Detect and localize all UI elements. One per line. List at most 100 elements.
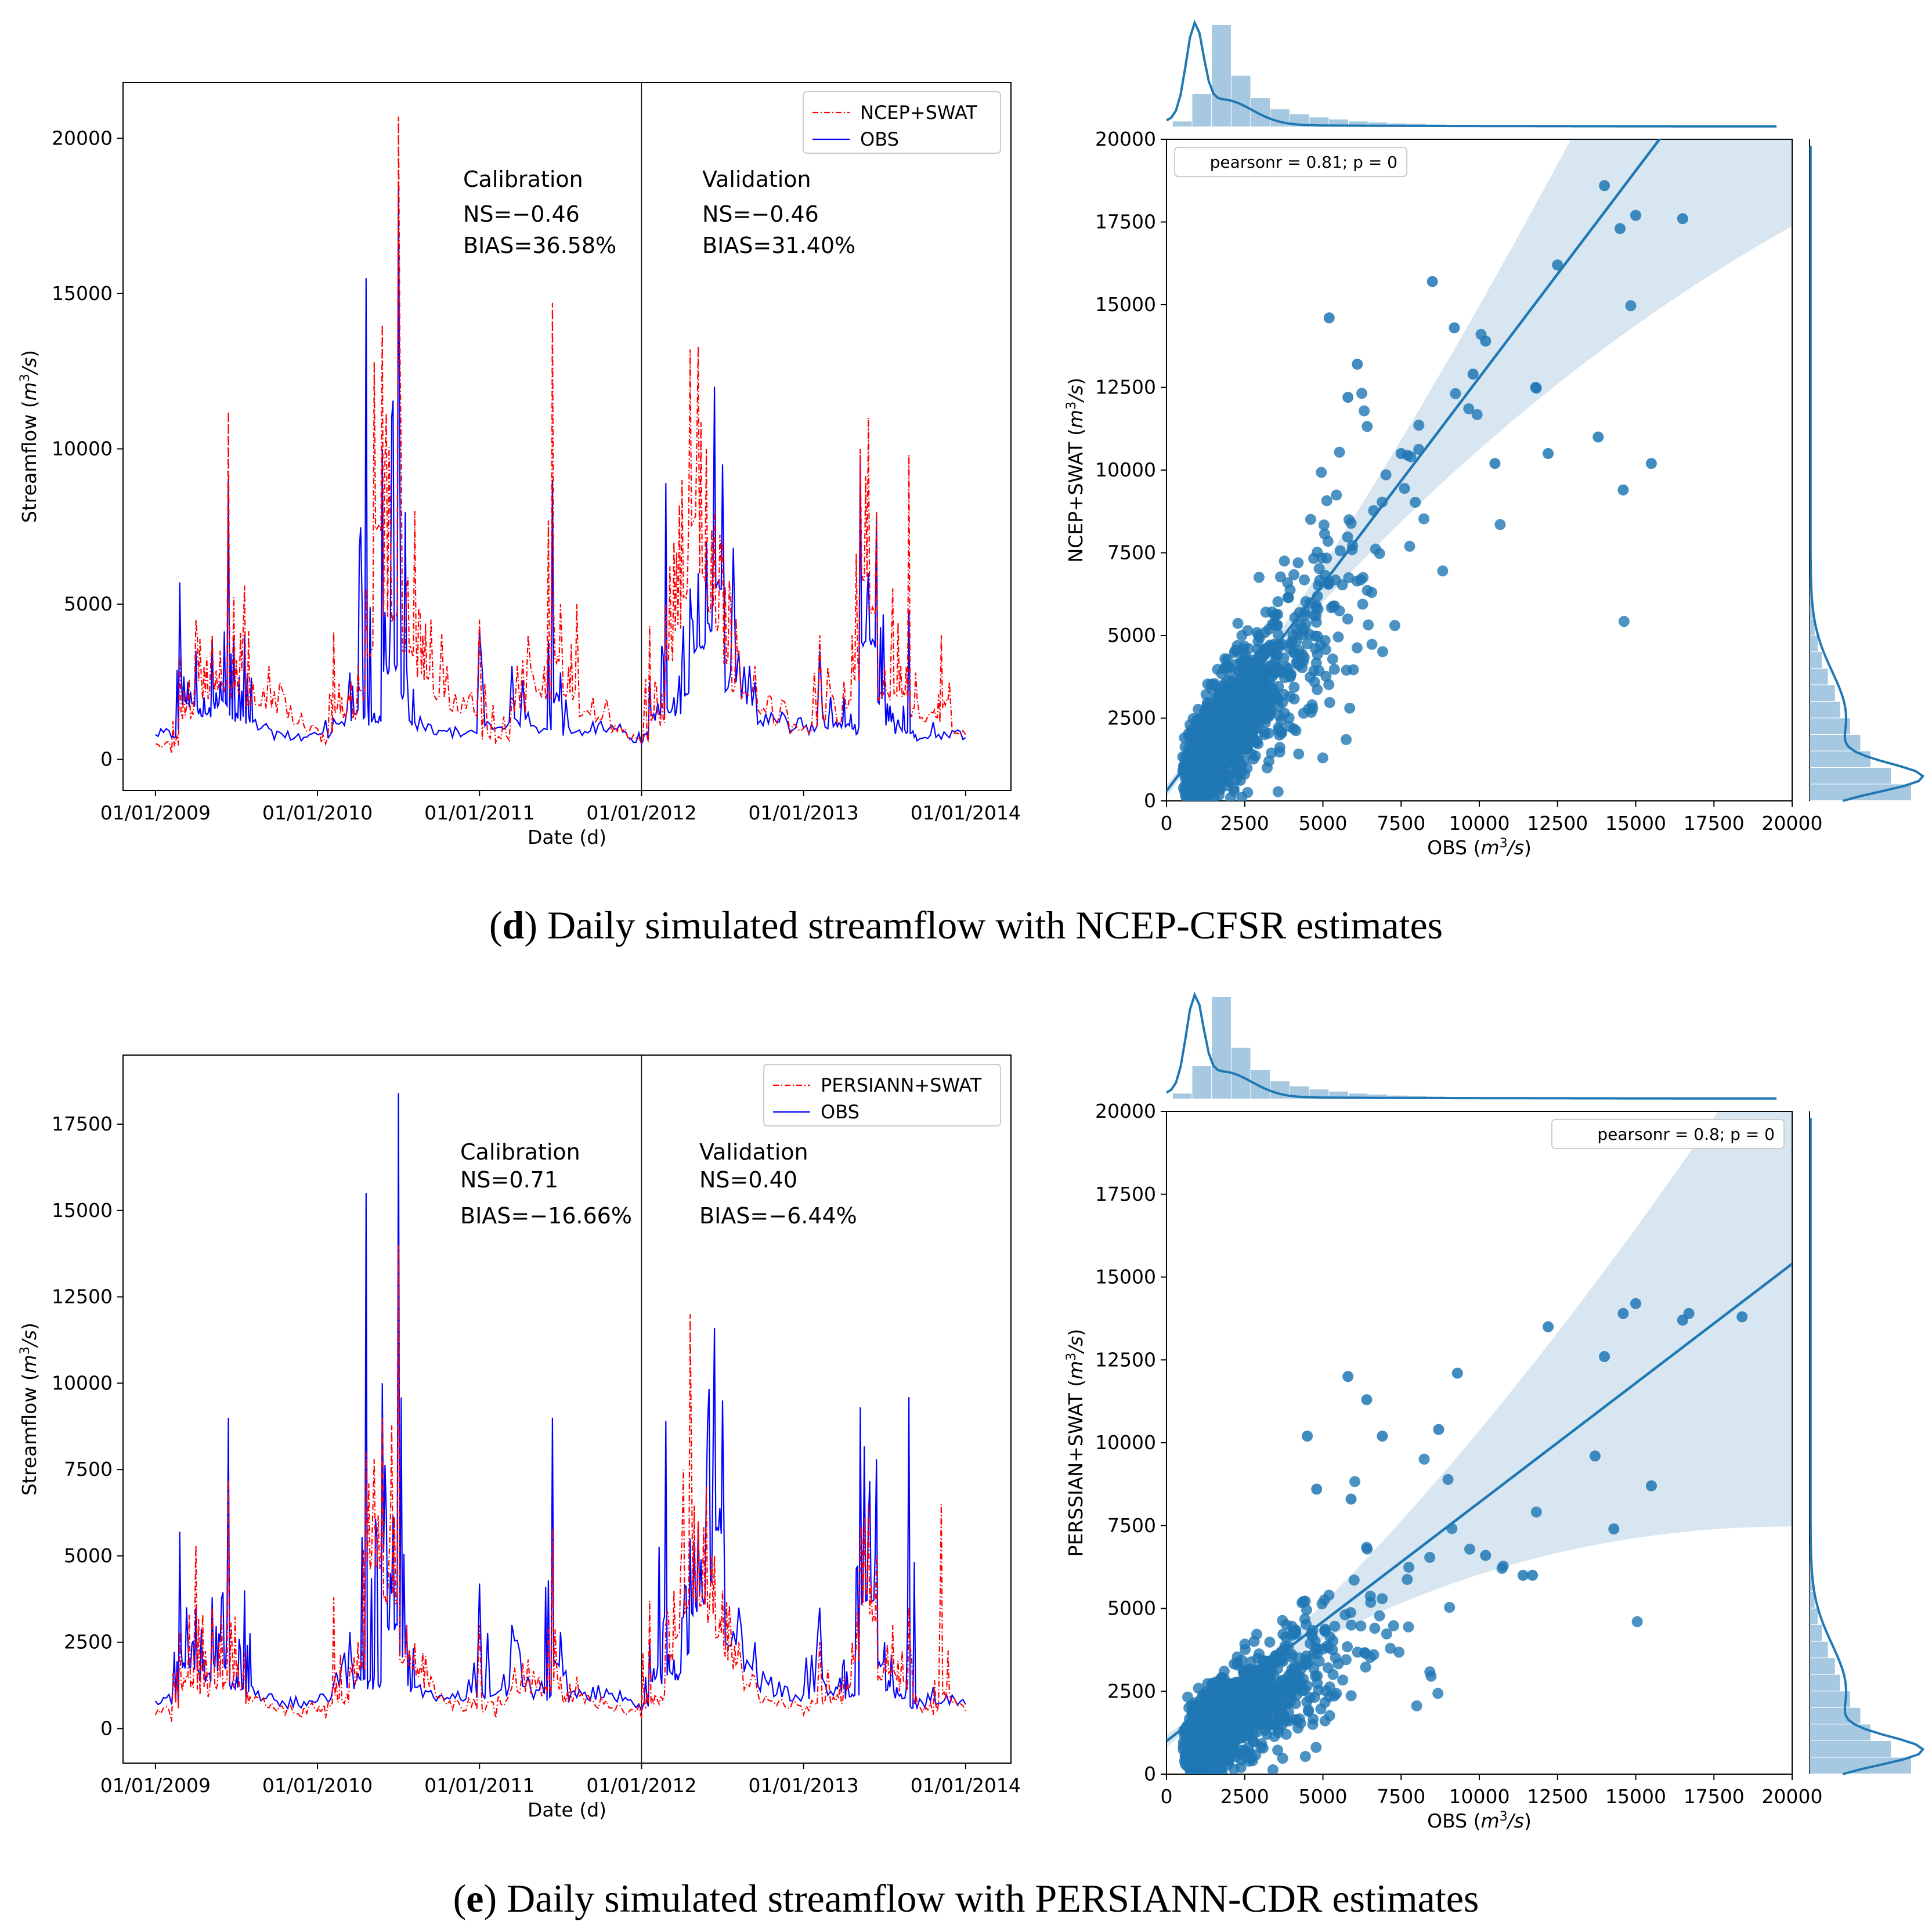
panel-e-scatter: 0 2500 5000 7500 10000 12500 15000 17500 20000 0 2… [1064, 991, 1925, 1832]
x-tick-label: 12500 [1527, 1785, 1588, 1808]
x-tick-label: 2500 [1220, 1785, 1269, 1808]
y-tick-label: 2500 [1107, 1680, 1156, 1702]
x-tick-label: 7500 [1377, 812, 1425, 835]
scatter-point [1334, 545, 1346, 557]
scatter-point [1369, 1623, 1381, 1634]
scatter-point [1341, 734, 1352, 745]
right-histogram-bar [1810, 1641, 1828, 1658]
scatter-point [1202, 678, 1214, 690]
scatter-point [1363, 619, 1374, 631]
x-axis-label: Date (d) [528, 826, 606, 848]
scatter-point [1427, 276, 1438, 287]
right-histogram-bar [1810, 669, 1828, 685]
scatter-point [1377, 496, 1388, 508]
scatter-point [1424, 1552, 1436, 1563]
scatter-point [1267, 1715, 1279, 1727]
scatter-point [1411, 1700, 1422, 1711]
scatter-point [1312, 1670, 1323, 1682]
scatter-point [1310, 1742, 1322, 1753]
x-tick-label: 01/01/2014 [911, 801, 1021, 824]
right-histogram-bar [1810, 1691, 1850, 1707]
scatter-point [1381, 1628, 1392, 1640]
x-tick-label: 5000 [1299, 1785, 1348, 1808]
scatter-point [1313, 1684, 1324, 1696]
scatter-point [1302, 638, 1313, 649]
scatter-point [1346, 544, 1358, 555]
scatter-point [1251, 689, 1262, 700]
scatter-point [1212, 1707, 1223, 1718]
scatter-point [1304, 1692, 1316, 1703]
top-kde-curve [1165, 991, 1777, 1100]
scatter-point [1364, 1590, 1376, 1602]
y-tick-label: 0 [100, 747, 113, 770]
scatter-point [1279, 1687, 1291, 1699]
caption-e: (e) Daily simulated streamflow with PERS… [453, 1876, 1479, 1920]
right-histogram-bar [1810, 635, 1818, 652]
scatter-point [1266, 747, 1277, 759]
scatter-point [1212, 1757, 1223, 1768]
scatter-point [1356, 388, 1367, 399]
x-tick-label: 0 [1161, 1785, 1173, 1808]
y-tick-label: 7500 [64, 1458, 113, 1480]
scatter-point [1232, 1651, 1243, 1663]
scatter-point [1359, 405, 1370, 417]
calibration-ns: NS=−0.46 [463, 201, 580, 227]
y-tick-label: 15000 [1095, 1266, 1156, 1288]
right-histogram-bar [1810, 619, 1815, 635]
scatter-point [1450, 388, 1461, 399]
y-axis-label: NCEP+SWAT (m3/s) [1064, 378, 1088, 563]
scatter-point [1321, 495, 1332, 507]
scatter-point [1273, 722, 1284, 734]
scatter-point [1240, 1644, 1251, 1655]
scatter-point [1355, 1620, 1367, 1632]
x-tick-label: 5000 [1299, 812, 1348, 835]
scatter-point [1403, 1562, 1414, 1573]
y-tick-label: 12500 [1095, 376, 1156, 399]
scatter-point [1247, 654, 1258, 666]
scatter-point [1225, 1700, 1236, 1711]
scatter-point [1480, 335, 1492, 347]
right-histogram-bar [1810, 1674, 1840, 1691]
y-tick-label: 7500 [1107, 541, 1156, 564]
scatter-point [1223, 770, 1234, 781]
regression-line [1167, 139, 1662, 792]
legend-obs-label: OBS [821, 1101, 860, 1123]
y-tick-label: 0 [100, 1717, 113, 1739]
scatter-point [1272, 786, 1284, 797]
plot-area [122, 1055, 1012, 1764]
scatter-point [1319, 1715, 1331, 1727]
y-tick-label: 17500 [1095, 211, 1156, 233]
x-tick-label: 01/01/2012 [586, 1774, 696, 1797]
scatter-point [1243, 1741, 1254, 1753]
scatter-point [1226, 760, 1238, 771]
y-tick-label: 20000 [52, 127, 113, 149]
scatter-point [1437, 565, 1449, 577]
right-histogram-bar [1810, 1740, 1891, 1757]
scatter-point [1362, 421, 1373, 432]
scatter-point [1344, 702, 1356, 714]
scatter-point [1543, 448, 1554, 459]
scatter-point [1517, 1569, 1529, 1581]
scatter-point [1226, 1725, 1238, 1736]
scatter-point [1253, 572, 1265, 583]
regression-line [1167, 1262, 1792, 1742]
scatter-point [1309, 643, 1321, 654]
scatter-point [1618, 616, 1630, 627]
x-tick-label: 17500 [1684, 1785, 1745, 1808]
top-histogram-bar [1368, 1095, 1388, 1099]
scatter-point [1241, 743, 1253, 754]
scatter-point [1630, 1298, 1641, 1309]
legend-sim-label: PERSIANN+SWAT [821, 1074, 982, 1096]
scatter-point [1433, 1424, 1445, 1435]
y-tick-label: 10000 [52, 437, 113, 460]
scatter-point [1255, 670, 1267, 681]
scatter-point [1230, 1751, 1242, 1763]
scatter-point [1293, 748, 1305, 760]
y-axis-label: PERSSIAN+SWAT (m3/s) [1064, 1329, 1088, 1557]
scatter-point [1191, 1754, 1202, 1765]
scatter-point [1343, 514, 1355, 526]
scatter-point [1238, 732, 1250, 744]
scatter-point [1467, 369, 1479, 380]
scatter-point [1251, 1675, 1263, 1687]
scatter-point [1328, 663, 1340, 675]
